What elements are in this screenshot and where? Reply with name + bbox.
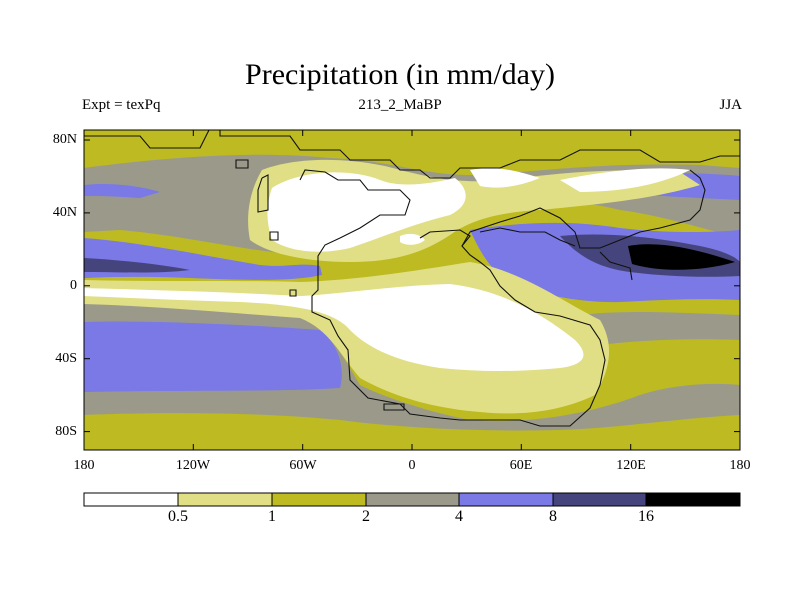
x-tick-label-180w: 180 — [73, 458, 95, 473]
coastline-islands — [235, 159, 405, 411]
season-label: JJA — [719, 97, 742, 113]
y-tick-label-40s: 40S — [55, 351, 77, 366]
x-tick-label-120w: 120W — [175, 458, 211, 473]
colorbar-label-2: 2 — [362, 508, 370, 525]
colorbar-label-16: 16 — [638, 508, 654, 525]
colorbar-label-1: 1 — [268, 508, 276, 525]
precip-band-4-8-north — [84, 183, 160, 198]
precip-band-under-0_5-south — [84, 284, 584, 371]
precip-band-under-0_5-asia-east — [560, 168, 690, 192]
precipitation-field — [84, 130, 740, 450]
precip-band-8-16-west — [84, 258, 190, 273]
colorbar-swatch-2-4 — [366, 493, 459, 506]
precip-band-under-0_5-eurasia — [470, 168, 540, 188]
x-tick-label-60w: 60W — [289, 458, 317, 473]
x-axis-ticks — [83, 130, 741, 450]
y-axis-ticks — [84, 139, 740, 433]
colorbar-swatch-over-16 — [646, 493, 740, 506]
precip-band-4-8-southern-ocean — [84, 321, 342, 392]
precip-band-2-4-tropics — [580, 311, 740, 345]
x-tick-label-180e: 180 — [729, 458, 751, 473]
x-tick-label-60e: 60E — [509, 458, 533, 473]
experiment-label: Expt = texPq — [82, 97, 161, 113]
colorbar-swatch-under-0_5 — [84, 493, 178, 506]
colorbar-label-0_5: 0.5 — [168, 508, 188, 525]
coastline-eurasia — [419, 227, 633, 281]
precip-band-over-16 — [628, 244, 735, 270]
coastline-americas — [257, 169, 706, 427]
y-tick-label-80s: 80S — [55, 424, 77, 439]
colorbar-swatch-8-16 — [553, 493, 646, 506]
precip-band-under-0_5-north-america — [267, 172, 466, 252]
y-tick-label-40n: 40N — [52, 205, 77, 220]
y-tick-label-80n: 80N — [52, 132, 77, 147]
colorbar-label-4: 4 — [455, 508, 463, 525]
colorbar-swatch-1-2 — [272, 493, 366, 506]
map-title: Precipitation (in mm/day) — [245, 58, 555, 91]
colorbar-label-8: 8 — [549, 508, 557, 525]
x-tick-label-120e: 120E — [616, 458, 646, 473]
colorbar-swatch-4-8 — [459, 493, 553, 506]
coastline-north — [84, 130, 740, 179]
run-label: 213_2_MaBP — [358, 97, 442, 113]
precip-band-under-0_5-island — [400, 233, 425, 245]
y-tick-label-0: 0 — [70, 278, 77, 293]
colorbar — [83, 492, 741, 507]
colorbar-swatch-0_5-1 — [178, 493, 272, 506]
x-tick-label-0: 0 — [408, 458, 416, 473]
